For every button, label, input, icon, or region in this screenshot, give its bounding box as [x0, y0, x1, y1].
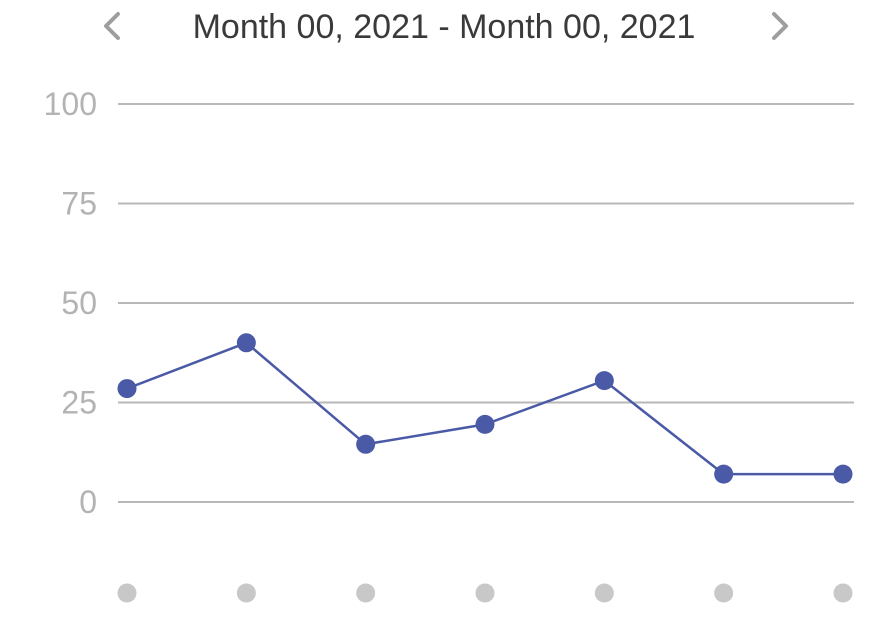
x-axis-dot-marker	[714, 583, 734, 603]
grid-layer	[118, 103, 854, 503]
x-axis-dot-marker	[117, 583, 137, 603]
x-axis-dot-marker	[475, 583, 495, 603]
chevron-right-icon	[772, 12, 788, 40]
y-tick-label: 25	[61, 385, 97, 421]
series-layer	[117, 333, 853, 484]
data-point[interactable]	[714, 464, 734, 484]
x-axis-dot-marker	[594, 583, 614, 603]
x-axis-dot-marker	[833, 583, 853, 603]
next-range-button[interactable]	[758, 4, 802, 48]
data-point[interactable]	[475, 414, 495, 434]
data-point[interactable]	[833, 464, 853, 484]
data-point[interactable]	[117, 379, 137, 399]
x-axis-markers	[117, 583, 853, 603]
chevron-left-icon	[104, 12, 120, 40]
y-tick-label: 50	[61, 285, 97, 321]
y-tick-label: 75	[61, 186, 97, 222]
data-point[interactable]	[356, 434, 376, 454]
y-tick-label: 0	[79, 484, 97, 520]
y-tick-label: 100	[44, 86, 97, 122]
y-axis-ticks: 100 75 50 25 0	[44, 86, 97, 520]
data-point[interactable]	[236, 333, 256, 353]
data-point[interactable]	[594, 371, 614, 391]
series-line	[126, 341, 843, 476]
x-axis-dot-marker	[236, 583, 256, 603]
x-axis-dot-marker	[356, 583, 376, 603]
previous-range-button[interactable]	[90, 4, 134, 48]
